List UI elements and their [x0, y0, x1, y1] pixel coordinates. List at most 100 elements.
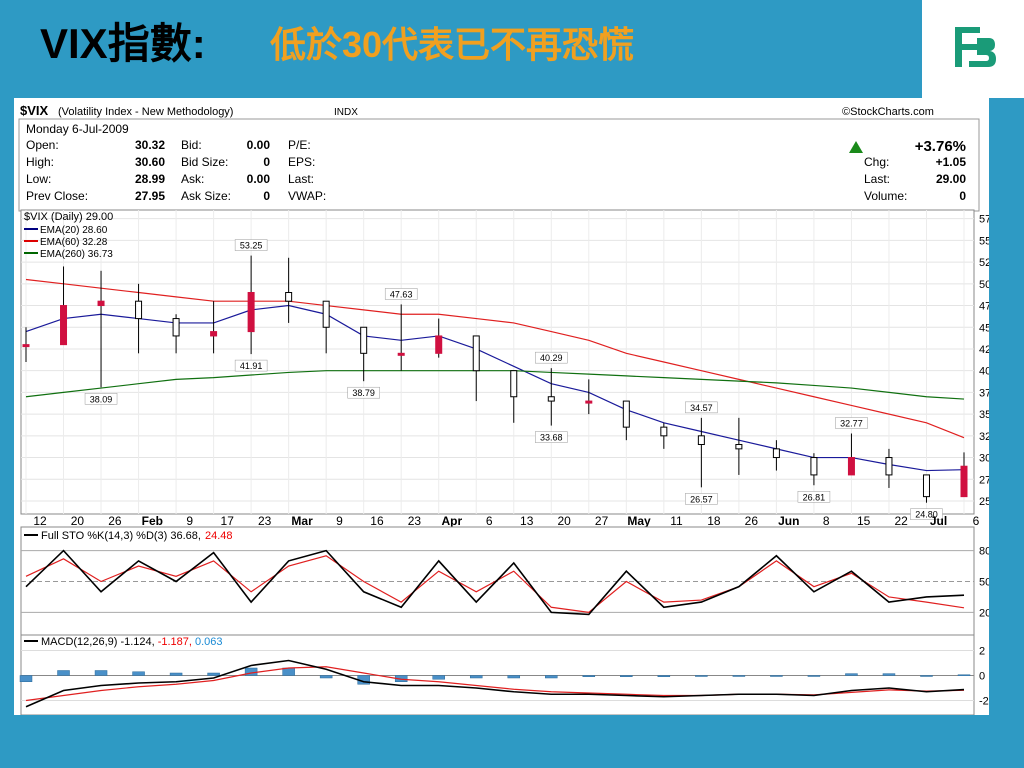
- candle-body: [960, 465, 968, 498]
- candle-body: [397, 352, 405, 356]
- macd-histogram-bar: [807, 675, 821, 677]
- low-label: Low:: [26, 172, 51, 186]
- chg-value: +1.05: [936, 155, 967, 169]
- prev-close-label: Prev Close:: [26, 189, 88, 203]
- legend-ema60: EMA(60) 32.28: [40, 237, 108, 248]
- price-tick-label: 42.5: [979, 344, 989, 356]
- sto-tick-label: 80: [979, 546, 989, 558]
- price-tick-label: 45.0: [979, 322, 989, 334]
- candle-body: [360, 326, 368, 354]
- price-tick-label: 25.0: [979, 496, 989, 508]
- annotation-label: 24.80: [915, 510, 938, 520]
- sto-k-line: [25, 549, 965, 616]
- x-tick-label: 13: [520, 514, 534, 528]
- annotation-label: 38.09: [90, 394, 113, 404]
- open-label: Open:: [26, 138, 59, 152]
- macd-histogram-bar: [657, 675, 671, 677]
- high-label: High:: [26, 155, 54, 169]
- annotation-label: 32.77: [840, 418, 863, 428]
- legend-ema20: EMA(20) 28.60: [40, 225, 108, 236]
- sto-legend: Full STO %K(14,3) %D(3) 36.68, 24.48: [24, 530, 233, 542]
- price-tick-label: 55.0: [979, 235, 989, 247]
- macd-histogram-bar: [732, 675, 746, 677]
- macd-histogram-bar: [94, 670, 108, 676]
- candle-body: [472, 335, 480, 372]
- annotation-label: 40.29: [540, 353, 563, 363]
- x-tick-label: Feb: [142, 514, 163, 528]
- price-panel: [20, 209, 975, 515]
- price-tick-label: 32.5: [979, 431, 989, 443]
- macd-legend: MACD(12,26,9) -1.124, -1.187, 0.063: [24, 636, 223, 648]
- price-tick-label: 40.0: [979, 366, 989, 378]
- candle-body: [810, 457, 818, 476]
- chg-label: Chg:: [864, 155, 889, 169]
- change-percent: +3.76%: [915, 138, 966, 155]
- eps-label: EPS:: [288, 155, 315, 169]
- x-tick-label: 16: [370, 514, 384, 528]
- candle-body: [660, 426, 668, 437]
- ask-size-label: Ask Size:: [181, 189, 231, 203]
- macd-histogram-bar: [770, 675, 783, 677]
- candle-body: [697, 435, 705, 446]
- bid-label: Bid:: [181, 138, 202, 152]
- macd-histogram-bar: [845, 673, 858, 676]
- ask-size-value: 0: [263, 189, 270, 203]
- candle-body: [585, 400, 593, 404]
- macd-histogram-bar: [957, 674, 971, 676]
- macd-histogram-bar: [882, 673, 896, 676]
- candle-body: [435, 335, 443, 354]
- annotation-box: [835, 417, 868, 429]
- annotation-label: 41.91: [240, 361, 263, 371]
- slide-footer-bar: [0, 715, 1024, 768]
- x-tick-label: May: [627, 514, 651, 528]
- annotation-box: [84, 393, 118, 405]
- x-tick-label: 23: [258, 514, 272, 528]
- legend-ema260: EMA(260) 36.73: [40, 249, 113, 260]
- macd-histogram-bar: [207, 672, 220, 676]
- annotation-label: 26.57: [690, 494, 713, 504]
- ask-label: Ask:: [181, 172, 204, 186]
- x-tick-label: Jul: [930, 514, 947, 528]
- candle-body: [172, 318, 180, 337]
- macd-histogram-bar: [507, 675, 521, 679]
- price-tick-label: 50.0: [979, 279, 989, 291]
- x-tick-label: 20: [557, 514, 571, 528]
- macd-histogram-bar: [19, 675, 33, 682]
- symbol-description: (Volatility Index - New Methodology): [58, 106, 233, 118]
- x-tick-label: 23: [408, 514, 422, 528]
- candle-body: [772, 448, 780, 459]
- price-tick-label: 37.5: [979, 387, 989, 399]
- ema-line: [25, 304, 965, 472]
- slide-subtitle: 低於30代表已不再恐慌: [270, 24, 635, 65]
- macd-histogram-bar: [695, 675, 708, 677]
- candle-body: [847, 457, 855, 476]
- macd-tick-label: -2: [979, 696, 989, 708]
- annotation-box: [797, 491, 831, 503]
- quote-date: Monday 6-Jul-2009: [26, 122, 129, 136]
- x-tick-label: Mar: [291, 514, 313, 528]
- annotation-label: 26.81: [803, 492, 826, 502]
- ema-line: [25, 370, 965, 400]
- ema-line: [25, 278, 965, 439]
- sto-legend-text: Full STO %K(14,3) %D(3) 36.68, 24.48: [41, 530, 233, 542]
- macd-histogram-bar: [132, 671, 145, 676]
- candle-body: [247, 292, 255, 333]
- high-value: 30.60: [135, 155, 165, 169]
- pe-label: P/E:: [288, 138, 311, 152]
- price-tick-label: 30.0: [979, 453, 989, 465]
- annotation-box: [347, 386, 380, 399]
- candle-body: [322, 300, 330, 328]
- candle-body: [922, 474, 930, 498]
- macd-histogram-bar: [57, 670, 70, 676]
- x-tick-label: 26: [745, 514, 759, 528]
- logo-panel: [922, 0, 1024, 98]
- x-tick-label: 20: [71, 514, 85, 528]
- price-tick-label: 57.5: [979, 214, 989, 226]
- volume-label: Volume:: [864, 189, 907, 203]
- candle-body: [735, 444, 743, 450]
- x-tick-label: 11: [670, 514, 683, 528]
- last-value: 29.00: [936, 172, 966, 186]
- price-tick-label: 35.0: [979, 409, 989, 421]
- x-tick-label: 26: [108, 514, 122, 528]
- x-tick-label: Jun: [778, 514, 799, 528]
